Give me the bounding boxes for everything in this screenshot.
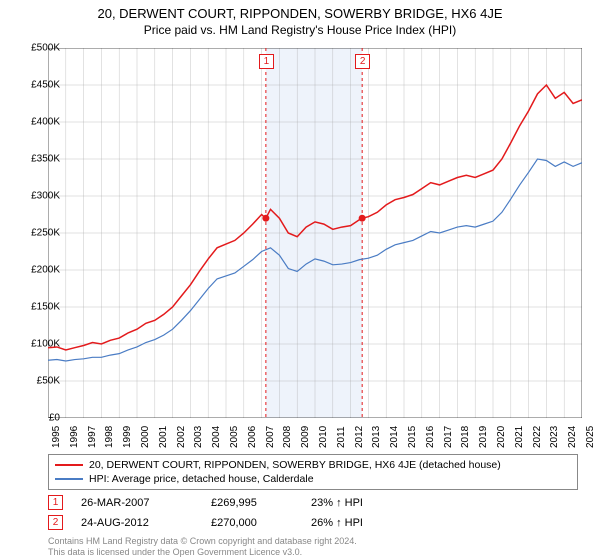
- footer-line1: Contains HM Land Registry data © Crown c…: [48, 536, 357, 546]
- x-tick-label: 1999: [122, 426, 133, 448]
- sale-row: 2 24-AUG-2012 £270,000 26% ↑ HPI: [48, 515, 578, 530]
- legend-row: HPI: Average price, detached house, Cald…: [55, 472, 571, 486]
- x-tick-label: 2017: [443, 426, 454, 448]
- y-tick-label: £200K: [10, 265, 60, 276]
- x-tick-label: 2001: [158, 426, 169, 448]
- sale-date: 24-AUG-2012: [81, 517, 211, 529]
- legend-swatch-price: [55, 464, 83, 466]
- x-tick-label: 2022: [532, 426, 543, 448]
- legend-swatch-hpi: [55, 478, 83, 480]
- event-marker-box: 1: [259, 54, 274, 69]
- y-tick-label: £400K: [10, 117, 60, 128]
- x-tick-label: 2015: [407, 426, 418, 448]
- x-tick-label: 2014: [389, 426, 400, 448]
- chart-title: 20, DERWENT COURT, RIPPONDEN, SOWERBY BR…: [0, 0, 600, 21]
- x-tick-label: 2013: [371, 426, 382, 448]
- y-tick-label: £0: [10, 413, 60, 424]
- x-tick-label: 2000: [140, 426, 151, 448]
- sale-price: £270,000: [211, 517, 311, 529]
- x-tick-label: 2010: [318, 426, 329, 448]
- x-tick-label: 2011: [336, 426, 347, 448]
- x-tick-label: 2004: [211, 426, 222, 448]
- chart-plot-area: [48, 48, 582, 418]
- chart-subtitle: Price paid vs. HM Land Registry's House …: [0, 21, 600, 37]
- sale-date: 26-MAR-2007: [81, 497, 211, 509]
- x-tick-label: 2021: [514, 426, 525, 448]
- x-tick-label: 1996: [69, 426, 80, 448]
- x-tick-label: 2023: [549, 426, 560, 448]
- chart-svg: [48, 48, 582, 418]
- x-tick-label: 2002: [176, 426, 187, 448]
- y-tick-label: £300K: [10, 191, 60, 202]
- sale-pct: 26% ↑ HPI: [311, 517, 431, 529]
- y-tick-label: £450K: [10, 80, 60, 91]
- x-tick-label: 2006: [247, 426, 258, 448]
- y-tick-label: £100K: [10, 339, 60, 350]
- legend-label-price: 20, DERWENT COURT, RIPPONDEN, SOWERBY BR…: [89, 459, 501, 471]
- x-tick-label: 2008: [282, 426, 293, 448]
- x-tick-label: 2016: [425, 426, 436, 448]
- x-tick-label: 2025: [585, 426, 596, 448]
- x-tick-label: 2018: [460, 426, 471, 448]
- chart-container: 20, DERWENT COURT, RIPPONDEN, SOWERBY BR…: [0, 0, 600, 560]
- x-tick-label: 2019: [478, 426, 489, 448]
- y-tick-label: £50K: [10, 376, 60, 387]
- event-marker-box: 2: [355, 54, 370, 69]
- y-tick-label: £500K: [10, 43, 60, 54]
- legend-label-hpi: HPI: Average price, detached house, Cald…: [89, 473, 314, 485]
- x-tick-label: 2020: [496, 426, 507, 448]
- x-tick-label: 2012: [354, 426, 365, 448]
- y-tick-label: £350K: [10, 154, 60, 165]
- sale-marker-icon: 1: [48, 495, 63, 510]
- sale-marker-icon: 2: [48, 515, 63, 530]
- x-tick-label: 2005: [229, 426, 240, 448]
- x-tick-label: 2003: [193, 426, 204, 448]
- sale-row: 1 26-MAR-2007 £269,995 23% ↑ HPI: [48, 495, 578, 510]
- x-tick-label: 2024: [567, 426, 578, 448]
- y-tick-label: £150K: [10, 302, 60, 313]
- x-tick-label: 1997: [87, 426, 98, 448]
- sale-price: £269,995: [211, 497, 311, 509]
- legend: 20, DERWENT COURT, RIPPONDEN, SOWERBY BR…: [48, 454, 578, 490]
- legend-row: 20, DERWENT COURT, RIPPONDEN, SOWERBY BR…: [55, 458, 571, 472]
- footer-line2: This data is licensed under the Open Gov…: [48, 547, 302, 557]
- x-tick-label: 1998: [104, 426, 115, 448]
- x-tick-label: 2009: [300, 426, 311, 448]
- footer-attribution: Contains HM Land Registry data © Crown c…: [48, 536, 357, 558]
- x-tick-label: 1995: [51, 426, 62, 448]
- x-tick-label: 2007: [265, 426, 276, 448]
- sale-pct: 23% ↑ HPI: [311, 497, 431, 509]
- y-tick-label: £250K: [10, 228, 60, 239]
